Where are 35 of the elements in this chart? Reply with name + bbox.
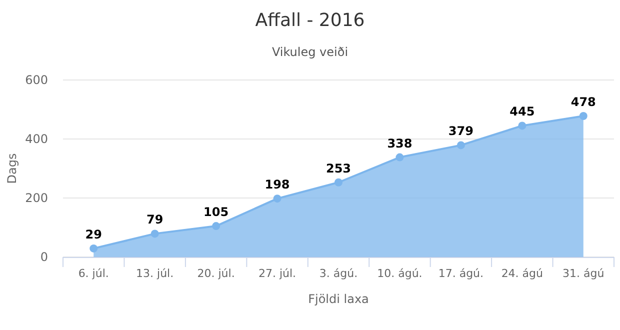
data-label: 105	[204, 205, 229, 220]
data-label: 445	[510, 104, 535, 119]
point	[212, 222, 220, 230]
chart-subtitle: Vikuleg veiði	[272, 45, 348, 59]
y-tick-label: 0	[40, 250, 48, 264]
x-tick-label: 27. júl.	[258, 267, 296, 280]
point	[396, 153, 404, 162]
x-tick-label: 24. ágú	[501, 267, 544, 280]
data-label: 79	[146, 212, 164, 227]
chart-title: Affall - 2016	[255, 10, 365, 31]
x-tick-label: 31. ágú	[562, 267, 604, 280]
y-tick-label: 600	[25, 73, 48, 87]
point	[456, 141, 465, 150]
data-label: 478	[570, 94, 596, 109]
x-tick-label: 6. júl.	[78, 267, 109, 280]
x-axis-title: Fjöldi laxa	[308, 292, 369, 306]
point	[334, 178, 342, 186]
y-tick-label: 200	[25, 191, 48, 205]
x-tick-label: 10. ágú.	[377, 267, 422, 280]
x-tick-label: 20. júl.	[197, 267, 235, 280]
x-tick-label: 3. ágú.	[319, 267, 358, 280]
data-label: 198	[264, 178, 290, 192]
point	[518, 122, 526, 130]
data-label: 253	[326, 161, 352, 176]
point	[90, 244, 98, 252]
data-label: 338	[387, 136, 412, 150]
x-tick-label: 13. júl.	[136, 267, 174, 280]
point	[579, 112, 588, 120]
x-tick-label: 17. ágú.	[438, 267, 484, 280]
point	[150, 230, 159, 238]
data-label: 379	[448, 124, 474, 138]
y-tick-label: 400	[25, 132, 48, 146]
data-label: 29	[85, 227, 102, 242]
y-axis-title: Dags	[5, 153, 19, 184]
point	[273, 194, 282, 203]
